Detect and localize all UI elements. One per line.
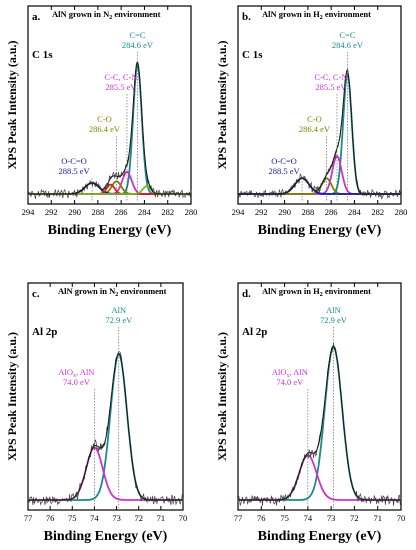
x-tick-label: 282 [161,207,174,217]
peak-label: C-C, C-N [314,72,347,82]
plot-frame [27,282,184,511]
panel-letter: d. [242,288,251,300]
peak-label: C=C [129,30,145,40]
peak-energy: 286.4 eV [89,124,121,134]
panel-4: 77 76 75 74 73 72 71 70 Binding Energy (eV) XPS P… [215,282,406,544]
y-axis-title: XPS Peak Intensity (a.u.) [5,40,19,169]
peak-energy: 72.9 eV [105,315,133,325]
component-peak-1 [238,72,401,195]
y-axis-title: XPS Peak Intensity (a.u.) [215,332,229,461]
x-tick-label: 77 [234,513,243,523]
panel-2: 294 292 290 288 286 284 282 280 Binding Energy (… [215,5,408,238]
fitted-envelope [28,61,191,195]
x-tick-label: 75 [68,513,77,523]
x-axis-title: Binding Energy (eV) [258,529,382,544]
component-peak-3 [28,180,191,195]
x-tick-label: 294 [22,207,36,217]
plot-frame [237,282,402,511]
x-tick-label: 288 [301,207,314,217]
fitted-envelope [28,352,183,501]
x-tick-label: 73 [327,513,336,523]
peak-label: C-O [97,114,112,124]
panel-title: AlN grown in H2 environment [262,286,371,298]
peak-energy: 288.5 eV [268,166,300,176]
x-tick-label: 70 [179,513,188,523]
peak-energy: 288.5 eV [58,166,90,176]
x-tick-label: 280 [185,207,198,217]
x-tick-label: 284 [138,207,152,217]
component-peak-1 [238,345,401,501]
peak-energy: 285.5 eV [105,82,137,92]
x-tick-label: 70 [397,513,406,523]
x-tick-label: 74 [90,513,99,523]
raw-spectrum [238,68,402,200]
x-tick-label: 71 [373,513,382,523]
peak-energy: 285.5 eV [315,82,347,92]
x-tick-label: 286 [325,207,338,217]
peak-label: AlN [326,305,341,315]
x-tick-label: 72 [134,513,143,523]
panel-letter: a. [32,11,41,23]
x-tick-label: 74 [304,513,313,523]
peak-label: AlOx, AlN [58,367,94,379]
peak-label: O-C=O [271,156,297,166]
x-tick-label: 292 [45,207,58,217]
panel-title: AlN grown in N2 environment [58,286,167,298]
panel-title: AlN grown in N2 environment [52,9,161,21]
peak-label: C-C, C-N [104,72,137,82]
spectrum-label: Al 2p [32,326,57,338]
peak-label: O-C=O [61,156,87,166]
x-tick-label: 75 [280,513,289,523]
spectrum-label: C 1s [32,49,53,61]
peak-label: AlOx, AlN [272,367,308,379]
x-tick-label: 294 [232,207,246,217]
spectrum-label: Al 2p [242,326,267,338]
raw-spectrum [27,61,192,199]
panel-title: AlN grown in H2 environment [262,9,371,21]
panel-letter: c. [32,288,40,300]
panel-letter: b. [242,11,251,23]
x-tick-label: 284 [348,207,362,217]
x-tick-label: 280 [395,207,408,217]
x-axis-title: Binding Energy (eV) [48,223,172,238]
plot-frame [237,5,402,205]
y-axis-title: XPS Peak Intensity (a.u.) [5,332,19,461]
peak-energy: 284.6 eV [332,40,364,50]
x-tick-label: 290 [68,207,81,217]
panel-3: 77 76 75 74 73 72 71 70 Binding Energy (eV) XPS P… [5,282,188,544]
peak-label: C=C [339,30,355,40]
x-tick-label: 290 [278,207,291,217]
x-tick-label: 288 [91,207,104,217]
x-tick-label: 76 [257,513,266,523]
x-axis-title: Binding Energy (eV) [44,529,168,544]
y-axis-title: XPS Peak Intensity (a.u.) [215,40,229,169]
spectrum-label: C 1s [242,49,263,61]
peak-energy: 284.6 eV [122,40,154,50]
peak-label: C-O [307,114,322,124]
peak-energy: 74.0 eV [276,377,304,387]
fitted-envelope [238,345,401,501]
x-axis-title: Binding Energy (eV) [258,223,382,238]
x-tick-label: 76 [46,513,55,523]
x-tick-label: 73 [112,513,121,523]
x-tick-label: 286 [115,207,128,217]
x-tick-label: 77 [24,513,33,523]
x-tick-label: 282 [371,207,384,217]
x-tick-label: 292 [255,207,268,217]
panel-1: 294 292 290 288 286 284 282 280 Binding Energy (… [5,5,198,238]
peak-label: AlN [111,305,126,315]
x-tick-label: 72 [350,513,359,523]
fitted-envelope [238,69,401,195]
peak-energy: 72.9 eV [320,315,348,325]
x-tick-label: 71 [157,513,166,523]
plot-frame [27,5,192,205]
peak-energy: 74.0 eV [63,377,91,387]
peak-energy: 286.4 eV [299,124,331,134]
